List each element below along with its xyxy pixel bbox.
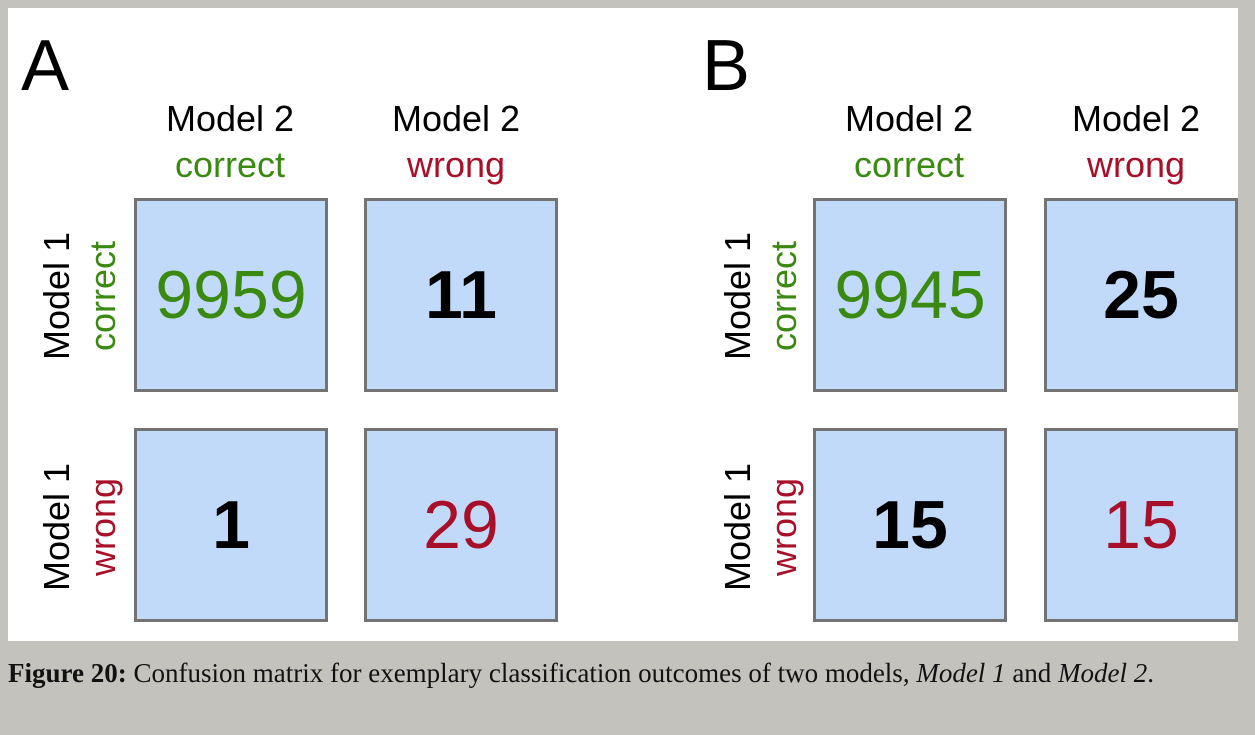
row-header-model: Model 1 [36, 462, 77, 592]
row-header-outcome: wrong [763, 477, 804, 577]
panel-a-col-header-wrong: Model 2 wrong [356, 96, 556, 188]
caption-model1: Model 1 [916, 658, 1006, 688]
panel-b-col-header-wrong: Model 2 wrong [1036, 96, 1236, 188]
row-header-outcome: correct [82, 240, 123, 352]
panel-b-cell-correct-correct: 9945 [813, 198, 1007, 392]
panel-a-cell-wrong-wrong: 29 [364, 428, 558, 622]
row-header-outcome: correct [763, 240, 804, 352]
panel-a-row-header-wrong: Model 1 wrong [34, 427, 126, 627]
panel-a-cell-correct-wrong: 11 [364, 198, 558, 392]
col-header-outcome: correct [174, 144, 286, 185]
panel-a-cell-wrong-correct: 1 [134, 428, 328, 622]
panel-b-row-header-wrong: Model 1 wrong [715, 427, 807, 627]
caption-and: and [1005, 658, 1059, 688]
col-header-model: Model 2 [165, 98, 295, 139]
row-header-model: Model 1 [717, 231, 758, 361]
figure-caption: Figure 20: Confusion matrix for exemplar… [8, 656, 1243, 690]
panel-b-row-header-correct: Model 1 correct [715, 196, 807, 396]
panel-a-col-header-correct: Model 2 correct [130, 96, 330, 188]
panel-a-row-header-correct: Model 1 correct [34, 196, 126, 396]
panel-b-cell-correct-wrong: 25 [1044, 198, 1238, 392]
panel-b-cell-wrong-wrong: 15 [1044, 428, 1238, 622]
caption-model2: Model 2 [1058, 658, 1148, 688]
col-header-outcome: correct [853, 144, 965, 185]
panel-b-letter: B [702, 26, 751, 106]
panel-a-letter: A [21, 26, 70, 106]
panel-a-cell-correct-correct: 9959 [134, 198, 328, 392]
col-header-model: Model 2 [1071, 98, 1201, 139]
col-header-model: Model 2 [844, 98, 974, 139]
col-header-outcome: wrong [1086, 144, 1186, 185]
row-header-outcome: wrong [82, 477, 123, 577]
caption-text: Confusion matrix for exemplary classific… [126, 658, 917, 688]
panel-b-cell-wrong-correct: 15 [813, 428, 1007, 622]
caption-label: Figure 20: [8, 658, 127, 688]
col-header-outcome: wrong [406, 144, 506, 185]
col-header-model: Model 2 [391, 98, 521, 139]
row-header-model: Model 1 [36, 231, 77, 361]
figure-panel: A Model 2 correct Model 2 wrong Model 1 … [8, 8, 1238, 641]
panel-b-col-header-correct: Model 2 correct [809, 96, 1009, 188]
row-header-model: Model 1 [717, 462, 758, 592]
caption-end: . [1147, 658, 1155, 688]
